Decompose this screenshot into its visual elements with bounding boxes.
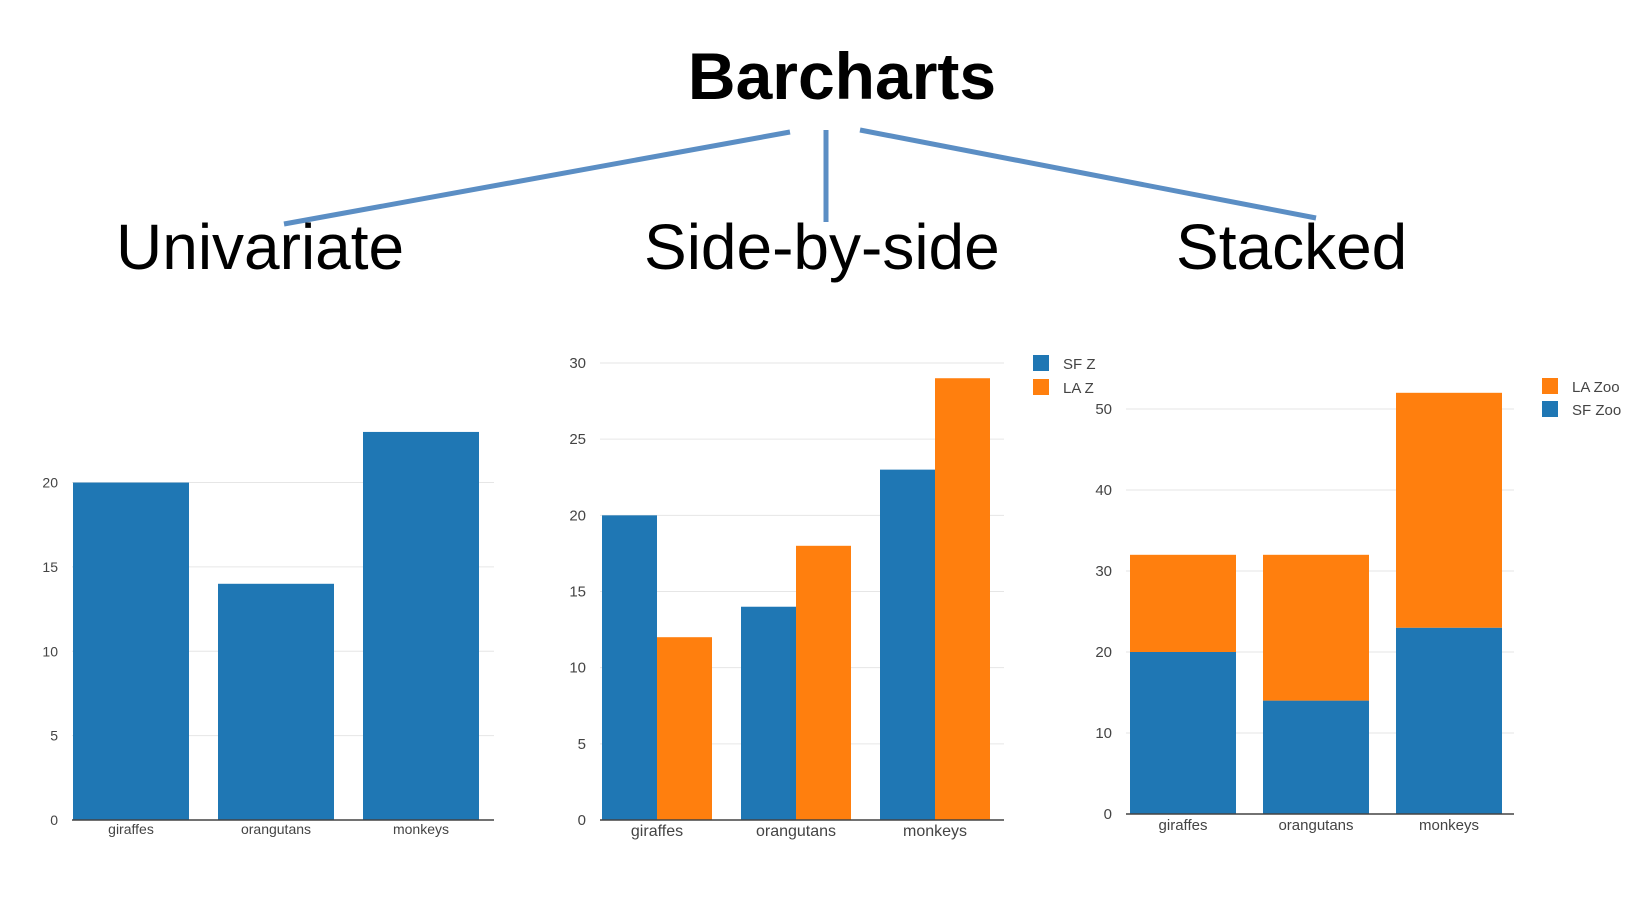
y-tick-label: 10 (1095, 725, 1112, 742)
bar-giraffes-la-z (657, 637, 712, 820)
y-tick-label: 20 (42, 475, 58, 491)
x-tick-label: giraffes (1159, 817, 1208, 834)
x-tick-label: monkeys (393, 821, 449, 837)
bar-orangutans-sf-z (741, 606, 796, 820)
legend-swatch (1542, 378, 1558, 394)
y-tick-label: 10 (569, 660, 586, 677)
bar-giraffes (73, 482, 189, 820)
bar-orangutans-la-z (796, 545, 851, 820)
y-tick-label: 20 (569, 507, 586, 524)
bar-orangutans-la-zoo (1263, 554, 1369, 701)
bar-giraffes-sf-zoo (1130, 652, 1236, 814)
y-tick-label: 30 (569, 355, 586, 372)
y-tick-label: 0 (50, 812, 58, 828)
x-tick-label: giraffes (631, 823, 683, 840)
legend-label: LA Z (1063, 380, 1094, 397)
bar-monkeys-sf-zoo (1396, 627, 1502, 814)
connector-line-left (283, 129, 791, 227)
legend-label: SF Zoo (1572, 402, 1621, 419)
y-tick-label: 30 (1095, 563, 1112, 580)
connector-line-right (859, 127, 1317, 221)
x-tick-label: orangutans (1278, 817, 1353, 834)
y-tick-label: 50 (1095, 401, 1112, 418)
y-tick-label: 15 (42, 559, 58, 575)
legend-label: LA Zoo (1572, 379, 1620, 396)
y-tick-label: 5 (578, 736, 586, 753)
bar-monkeys-la-zoo (1396, 392, 1502, 628)
y-tick-label: 40 (1095, 482, 1112, 499)
x-tick-label: monkeys (903, 823, 967, 840)
legend-swatch (1033, 355, 1049, 371)
bar-monkeys (363, 431, 479, 820)
x-tick-label: orangutans (241, 821, 311, 837)
y-tick-label: 25 (569, 431, 586, 448)
bar-giraffes-sf-z (602, 515, 657, 820)
x-tick-label: orangutans (756, 823, 836, 840)
legend-label: SF Z (1063, 356, 1096, 373)
bar-giraffes-la-zoo (1130, 554, 1236, 652)
y-tick-label: 20 (1095, 644, 1112, 661)
x-tick-label: giraffes (108, 821, 154, 837)
y-tick-label: 0 (578, 812, 586, 829)
y-tick-label: 5 (50, 728, 58, 744)
bar-monkeys-la-z (935, 378, 990, 820)
bar-monkeys-sf-z (880, 469, 935, 820)
bar-orangutans (218, 583, 334, 820)
x-tick-label: monkeys (1419, 817, 1479, 834)
y-tick-label: 15 (569, 584, 586, 601)
y-tick-label: 0 (1104, 806, 1112, 823)
legend-swatch (1542, 401, 1558, 417)
legend-swatch (1033, 379, 1049, 395)
y-tick-label: 10 (42, 643, 58, 659)
bar-orangutans-sf-zoo (1263, 700, 1369, 814)
